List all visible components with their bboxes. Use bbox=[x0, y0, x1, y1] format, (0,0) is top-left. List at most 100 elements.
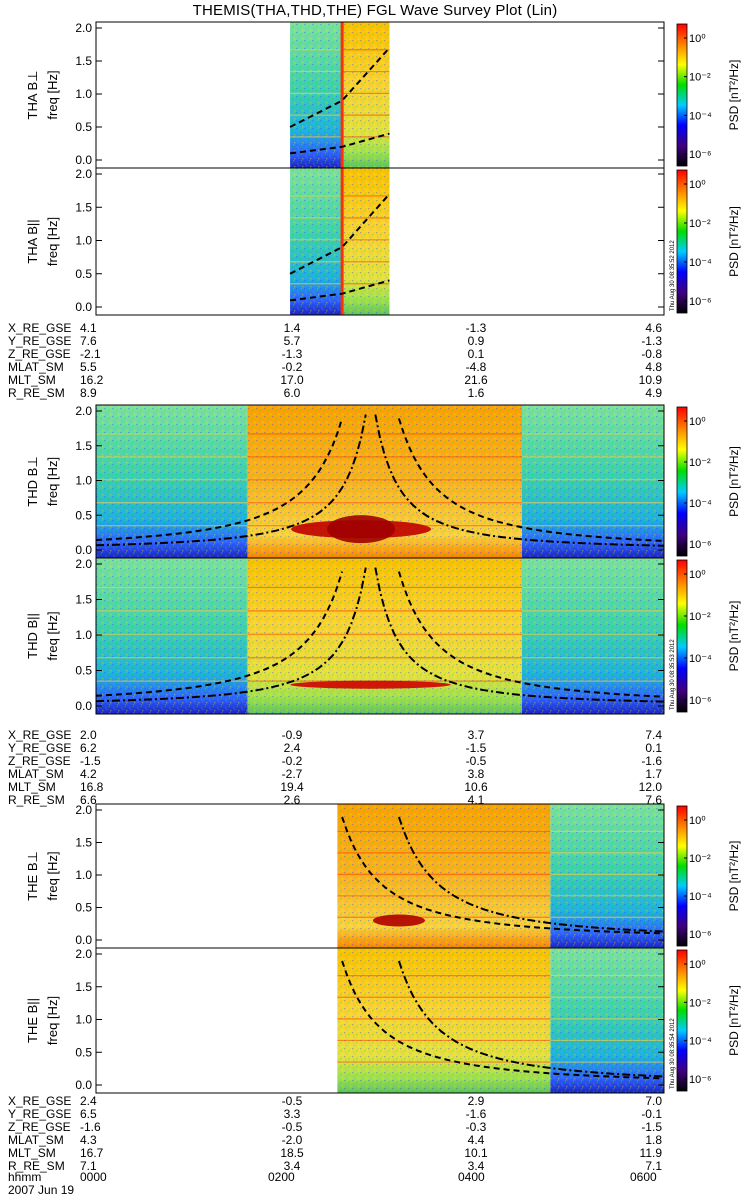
ephemeris-value: -0.5 bbox=[281, 1094, 303, 1108]
model-frequency-curve bbox=[397, 816, 665, 933]
freq-tick-label: 1.5 bbox=[75, 980, 92, 994]
ephemeris-value: -1.5 bbox=[465, 741, 487, 755]
ephemeris-label: Z_RE_GSE bbox=[8, 1120, 71, 1134]
colorbar-tick-label: 10⁰ bbox=[689, 815, 706, 827]
ephemeris-value: 6.6 bbox=[80, 793, 97, 807]
ephemeris-label: Z_RE_GSE bbox=[8, 754, 71, 768]
panel-tha-bpar: 0.0 0.5 1.0 1.5 2.0 THA B|| freq [Hz] 10⁰ 10⁻² 10… bbox=[25, 167, 741, 316]
freq-tick-label: 1.0 bbox=[75, 87, 92, 101]
colorbar-tick-label: 10⁰ bbox=[689, 33, 706, 45]
panel-frame bbox=[95, 557, 665, 715]
ephemeris-row: X_RE_GSE 2.4 -0.5 2.9 7.0 bbox=[0, 1095, 750, 1108]
ephemeris-value: 3.4 bbox=[467, 1159, 485, 1173]
freq-axis-label: freq [Hz] bbox=[45, 217, 60, 266]
spectrogram-block bbox=[550, 804, 664, 948]
ephemeris-value: 6.0 bbox=[283, 386, 301, 400]
colorbar-tick-label: 10⁻⁴ bbox=[689, 110, 712, 122]
colorbar-tick-label: 10⁻⁶ bbox=[689, 1074, 712, 1086]
panel-thd-bpar: 0.0 0.5 1.0 1.5 2.0 THD B|| freq [Hz] 10⁰ 10⁻² 10… bbox=[25, 557, 741, 715]
model-frequency-curve bbox=[95, 571, 344, 697]
ephemeris-label: X_RE_GSE bbox=[8, 321, 72, 335]
model-frequency-curve bbox=[95, 418, 344, 541]
ephemeris-label: R_RE_SM bbox=[8, 1159, 65, 1173]
ephemeris-value: 7.1 bbox=[80, 1159, 97, 1173]
spectrogram-block bbox=[96, 405, 248, 558]
spectrogram-block bbox=[550, 948, 664, 1093]
colorbar-tick-label: 10⁻⁶ bbox=[689, 929, 712, 941]
freq-tick-label: 0.5 bbox=[75, 120, 92, 134]
ephemeris-value: 12.0 bbox=[638, 780, 662, 794]
panel-the-bpar: 0.0 0.5 1.0 1.5 2.0 THE B|| freq [Hz] 10⁰ 10⁻² 10… bbox=[25, 947, 741, 1094]
ephemeris-value: 4.9 bbox=[645, 386, 662, 400]
panel-label: THD B|| bbox=[25, 613, 40, 659]
freq-tick-label: 0.5 bbox=[75, 508, 92, 522]
ephemeris-row: MLT_SM 16.2 17.0 21.6 10.9 bbox=[0, 374, 750, 387]
ephemeris-row: R_RE_SM 6.6 2.6 4.1 7.6 bbox=[0, 794, 750, 807]
freq-tick-label: 0.5 bbox=[75, 901, 92, 915]
emission-feature bbox=[290, 680, 451, 689]
ephemeris-row: MLAT_SM 4.3 -2.0 4.4 1.8 bbox=[0, 1134, 750, 1147]
ephemeris-label: MLAT_SM bbox=[8, 1133, 64, 1147]
colorbar-tick-label: 10⁻² bbox=[689, 611, 711, 623]
ephemeris-row: Z_RE_GSE -2.1 -1.3 0.1 -0.8 bbox=[0, 348, 750, 361]
ephemeris-value: -2.1 bbox=[80, 347, 101, 361]
freq-tick-label: 0.5 bbox=[75, 664, 92, 678]
model-frequency-curve bbox=[397, 571, 665, 698]
ephemeris-value: -1.6 bbox=[465, 1107, 487, 1121]
ephemeris-value: 7.6 bbox=[645, 793, 662, 807]
colorbar-tick-label: 10⁻⁶ bbox=[689, 539, 712, 551]
freq-axis-label: freq [Hz] bbox=[45, 851, 60, 900]
ephemeris-value: -0.9 bbox=[281, 728, 303, 742]
page-title: THEMIS(THA,THD,THE) FGL Wave Survey Plot… bbox=[192, 2, 558, 19]
freq-tick-label: 0.0 bbox=[75, 153, 92, 167]
ephemeris-value: -1.3 bbox=[281, 347, 303, 361]
colorbar bbox=[676, 805, 688, 947]
ephemeris-label: MLT_SM bbox=[8, 373, 56, 387]
panel-label: THD B⊥ bbox=[25, 456, 40, 506]
spectrogram-block bbox=[290, 22, 343, 168]
ephemeris-value: 0.1 bbox=[645, 741, 662, 755]
ephemeris-value: -1.5 bbox=[641, 1120, 662, 1134]
ephemeris-label: MLT_SM bbox=[8, 780, 56, 794]
ephemeris-value: -1.6 bbox=[80, 1120, 101, 1134]
freq-axis-label: freq [Hz] bbox=[45, 70, 60, 119]
emission-feature bbox=[327, 515, 396, 544]
ephemeris-value: 3.7 bbox=[467, 728, 485, 742]
panel-label: THA B⊥ bbox=[25, 71, 40, 120]
ephemeris-value: 16.7 bbox=[80, 1146, 104, 1160]
colorbar-label: PSD [nT²/Hz] bbox=[727, 60, 741, 131]
colorbar bbox=[676, 949, 688, 1092]
ephemeris-value: 2.0 bbox=[80, 728, 97, 742]
ephemeris-row: Z_RE_GSE -1.6 -0.5 -0.3 -1.5 bbox=[0, 1121, 750, 1134]
colorbar-tick-label: 10⁻⁴ bbox=[689, 257, 712, 269]
freq-tick-label: 0.5 bbox=[75, 1045, 92, 1059]
freq-tick-label: 2.0 bbox=[75, 947, 92, 961]
ephemeris-row: R_RE_SM 8.9 6.0 1.6 4.9 bbox=[0, 387, 750, 400]
ephemeris-value: 4.8 bbox=[645, 360, 662, 374]
ephemeris-value: -1.5 bbox=[80, 754, 101, 768]
colorbar bbox=[676, 169, 688, 314]
model-frequency-curve bbox=[289, 279, 390, 302]
ephemeris-value: 7.0 bbox=[645, 1094, 662, 1108]
ephemeris-value: 1.8 bbox=[645, 1133, 662, 1147]
ephemeris-value: -1.6 bbox=[641, 754, 662, 768]
freq-tick-label: 1.5 bbox=[75, 836, 92, 850]
ephemeris-row: X_RE_GSE 2.0 -0.9 3.7 7.4 bbox=[0, 729, 750, 742]
ephemeris-value: 2.6 bbox=[283, 793, 301, 807]
freq-tick-label: 2.0 bbox=[75, 404, 92, 418]
colorbar-label: PSD [nT²/Hz] bbox=[727, 841, 741, 912]
colorbar-tick-label: 10⁰ bbox=[689, 959, 706, 971]
colorbar-label: PSD [nT²/Hz] bbox=[727, 601, 741, 672]
ephemeris-value: -0.2 bbox=[281, 754, 303, 768]
ephemeris-value: 11.9 bbox=[639, 1146, 662, 1160]
ephemeris-value: -4.8 bbox=[465, 360, 487, 374]
ephemeris-row: X_RE_GSE 4.1 1.4 -1.3 4.6 bbox=[0, 322, 750, 335]
ephemeris-label: MLT_SM bbox=[8, 1146, 56, 1160]
model-frequency-curve bbox=[374, 567, 665, 703]
ephemeris-value: 21.6 bbox=[464, 373, 488, 387]
ephemeris-row: Y_RE_GSE 6.5 3.3 -1.6 -0.1 bbox=[0, 1108, 750, 1121]
ephemeris-label: Y_RE_GSE bbox=[8, 741, 72, 755]
panel-tha-bperp: 0.0 0.5 1.0 1.5 2.0 THA B⊥ freq [Hz] 10⁰ 10⁻² 10⁻… bbox=[25, 21, 741, 169]
emission-feature bbox=[372, 914, 425, 927]
model-frequency-curve bbox=[95, 414, 367, 547]
